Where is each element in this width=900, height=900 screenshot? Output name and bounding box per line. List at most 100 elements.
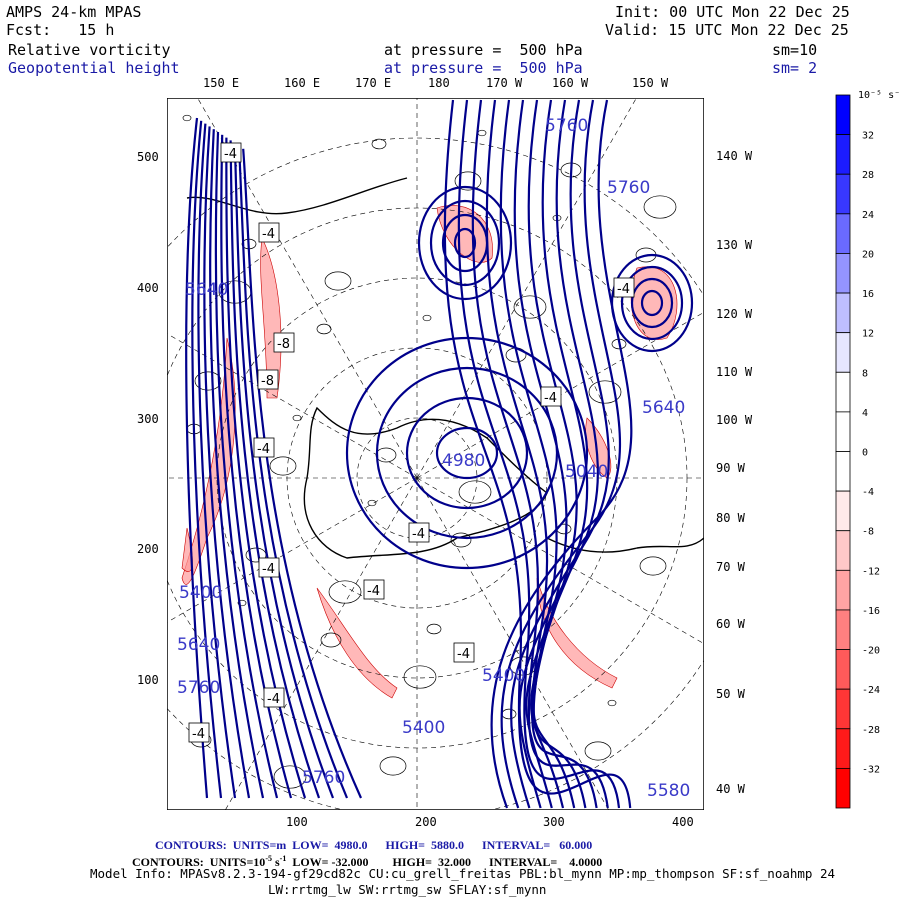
colorbar-tick-label: -20 [862,646,880,657]
right-lon-label: 140 W [716,149,753,163]
vort-info-exp: -5 [265,854,272,863]
vorticity-contour [273,765,307,789]
vorticity-contour-label: -4 [367,584,380,599]
right-lon-label: 90 W [716,461,745,475]
vorticity-contour-label: -8 [261,374,274,389]
colorbar-tick-label: 4 [862,408,868,419]
colorbar-swatch [835,411,851,452]
vorticity-contour [422,314,432,322]
colorbar-swatch [835,213,851,254]
lat-lon-grid [167,98,704,810]
colorbar-units: 10⁻⁵ s⁻¹ [858,90,900,101]
vorticity-contour-label: -4 [544,391,557,406]
vorticity-contour [316,323,332,335]
height-contour [630,277,674,329]
vorticity-contour [328,580,362,604]
colorbar-tick-label: -8 [862,527,874,538]
height-contour-label: 4980 [442,451,485,471]
colorbar-tick-label: 32 [862,131,874,142]
height-contour [242,148,363,799]
colorbar-tick-label: -16 [862,606,880,617]
right-lon-label: 80 W [716,511,745,525]
colorbar-swatch [835,688,851,730]
vorticity-contour [371,138,387,150]
height-contour [237,145,349,799]
right-lon-label: 40 W [716,782,745,796]
colorbar-tick-label: 0 [862,448,868,459]
left-y-label: 300 [137,412,159,426]
vorticity-contour-label: -4 [262,227,275,242]
vorticity-contour-label: -4 [617,282,630,297]
field2-level: at pressure = 500 hPa [384,59,583,77]
height-contours [185,99,694,809]
bottom-x-label: 100 [286,815,308,829]
height-contour [345,336,589,570]
meridian-line [167,333,418,479]
height-contour [485,99,598,809]
left-y-label: 200 [137,542,159,556]
height-contour [191,120,223,799]
vort-info-b: s [271,855,280,869]
colorbar-tick-label: 28 [862,170,874,181]
top-lon-label: 160 E [284,76,321,90]
meridian-line [416,477,704,644]
right-lon-label: 60 W [716,617,745,631]
height-contour-label: 5400 [402,718,445,738]
top-lon-label: 170 E [355,76,392,90]
vorticity-label-box [258,222,280,243]
field1-level: at pressure = 500 hPa [384,41,583,59]
height-contour [471,99,609,809]
vorticity-contour [458,480,492,504]
top-lon-label: 180 [428,76,450,90]
height-contour [457,99,621,809]
model-info: Model Info: MPASv8.2.3-194-gf29cd82c CU:… [90,866,836,881]
colorbar-tick-label: -32 [862,764,880,775]
height-contour [640,289,664,317]
colorbar-swatch [835,728,851,769]
model-info-2: LW:rrtmg_lw SW:rrtmg_sw SFLAY:sf_mynn [268,882,547,897]
vorticity-contour [237,599,247,607]
height-contour [441,213,489,273]
vorticity-contour [454,171,482,191]
meridian-line [167,477,418,623]
field1-name: Relative vorticity [8,41,171,59]
vorticity-contour-label: -4 [457,647,470,662]
height-contour-label: 5580 [647,781,690,801]
init-time: Init: 00 UTC Mon 22 Dec 25 [615,3,850,21]
vorticity-contour [607,699,617,707]
colorbar-tick-label: 16 [862,289,874,300]
height-contour [443,99,632,809]
colorbar-tick-label: 20 [862,249,874,260]
colorbar-swatch [835,490,851,532]
negative-vorticity-area [260,236,282,399]
vort-info-c: LOW= -32.000 HIGH= 32.000 INTERVAL= 4.00… [286,855,603,869]
field2-name: Geopotential height [8,59,180,77]
vorticity-contour [588,380,622,404]
colorbar-swatch [835,609,851,650]
right-lon-label: 100 W [716,413,753,427]
vorticity-contour [584,741,612,761]
colorbar-swatch [835,530,851,571]
height-contour-label: 5640 [642,398,685,418]
field1-smooth: sm=10 [772,41,818,59]
height-contour [620,265,684,341]
top-lon-label: 150 E [203,76,240,90]
colorbar-tick-label: -28 [862,725,880,736]
height-contour-label: 5760 [302,768,345,788]
vorticity-contour-label: -4 [412,527,425,542]
vorticity-label-box [188,722,210,743]
vorticity-label-box [540,386,562,407]
vorticity-contour [403,665,437,689]
vorticity-contour [639,556,667,576]
vorticity-contour [194,371,222,391]
meridian-line [416,98,637,479]
vorticity-label-box [408,522,430,543]
vorticity-contour [292,414,302,422]
valid-time: Valid: 15 UTC Mon 22 Dec 25 [605,21,849,39]
vorticity-contour-label: -4 [257,442,270,457]
height-contour-label: 5640 [177,635,220,655]
vorticity-label-box [263,687,285,708]
vorticity-contour [324,271,352,291]
vorticity-label-box [253,437,275,458]
meridian-line [416,477,609,810]
